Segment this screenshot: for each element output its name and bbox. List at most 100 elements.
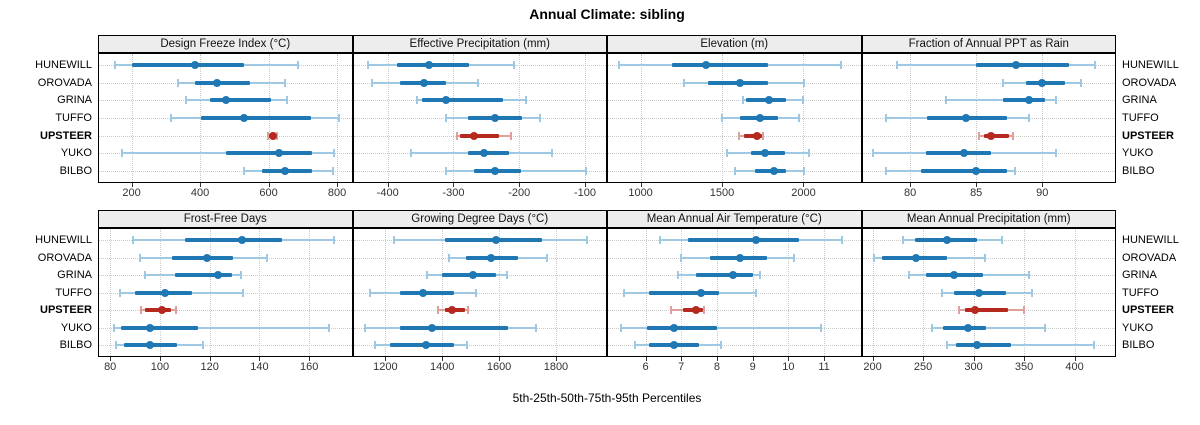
axis-tick — [131, 183, 133, 187]
axis-caption: 5th-25th-50th-75th-95th Percentiles — [512, 391, 702, 405]
median-dot — [490, 114, 499, 122]
axis-tick — [268, 183, 270, 187]
percentile-bar-25-75 — [956, 343, 1011, 347]
range-cap-5th — [721, 114, 724, 122]
range-cap-95th — [1079, 78, 1082, 87]
site-label: YUKO — [1122, 321, 1154, 334]
axis-tick — [385, 357, 387, 361]
range-cap-95th — [801, 96, 804, 105]
panel-plot — [607, 228, 862, 357]
range-cap-5th — [131, 236, 134, 244]
tick-label: 90 — [1036, 187, 1049, 199]
percentile-bar-25-75 — [131, 63, 244, 67]
range-cap-95th — [1044, 323, 1047, 332]
site-label: YUKO — [60, 147, 92, 160]
range-cap-95th — [175, 306, 178, 314]
median-dot — [441, 96, 450, 105]
range-cap-5th — [725, 149, 728, 158]
percentile-bar-25-75 — [647, 325, 717, 330]
axis-tick — [309, 357, 311, 361]
range-cap-5th — [140, 306, 143, 314]
percentile-bar-25-75 — [920, 169, 1007, 173]
panel-title: Mean Annual Air Temperature (°C) — [646, 213, 822, 225]
range-cap-5th — [946, 341, 949, 349]
axis-tick — [337, 183, 339, 187]
median-dot — [428, 323, 437, 332]
panel-plot — [861, 228, 1116, 357]
gridline-horizontal — [99, 171, 352, 172]
tick-label: -100 — [573, 187, 596, 199]
median-dot — [729, 271, 737, 279]
range-cap-95th — [808, 149, 811, 158]
gridline-horizontal — [608, 310, 861, 311]
range-cap-95th — [328, 323, 331, 332]
range-cap-5th — [682, 78, 685, 87]
median-dot — [972, 341, 981, 349]
range-cap-95th — [1023, 306, 1026, 314]
range-cap-95th — [524, 96, 527, 105]
median-dot — [492, 236, 501, 244]
panel-plot — [98, 228, 353, 357]
gridline-horizontal — [99, 310, 352, 311]
axis-tick — [973, 357, 975, 361]
range-cap-5th — [1001, 78, 1004, 87]
percentile-bar-25-75 — [441, 273, 497, 277]
gridline-horizontal — [353, 82, 606, 84]
median-dot — [950, 271, 959, 279]
range-cap-95th — [1092, 341, 1095, 349]
tick-label: 9 — [749, 361, 756, 373]
tick-label: 600 — [259, 187, 278, 199]
site-label: HUNEWILL — [35, 59, 92, 71]
median-dot — [670, 341, 679, 349]
range-cap-5th — [941, 288, 944, 297]
range-cap-95th — [242, 288, 245, 297]
site-label: UPSTEER — [1122, 129, 1174, 142]
gridline-horizontal — [862, 257, 1115, 259]
axis-tick — [910, 183, 912, 187]
median-dot — [160, 288, 169, 297]
median-dot — [480, 149, 489, 158]
median-dot — [145, 323, 154, 332]
percentile-bar-25-75 — [121, 325, 199, 330]
range-cap-5th — [445, 114, 448, 122]
median-dot — [469, 271, 478, 279]
panel-header: Effective Precipitation (mm) — [352, 35, 607, 53]
site-label: GRINA — [57, 94, 92, 107]
axis-tick — [923, 357, 925, 361]
site-label: GRINA — [1122, 94, 1157, 107]
site-label: UPSTEER — [40, 304, 92, 316]
axis-tick — [584, 183, 586, 187]
median-dot — [281, 167, 290, 175]
tick-label: 1800 — [543, 361, 569, 373]
range-cap-95th — [505, 271, 508, 279]
panel-header: Fraction of Annual PPT as Rain — [861, 35, 1116, 53]
median-dot — [145, 341, 154, 349]
range-cap-95th — [284, 78, 287, 87]
site-label: TUFFO — [55, 112, 92, 124]
percentile-bar-25-75 — [695, 273, 753, 277]
range-cap-5th — [364, 323, 367, 332]
axis-tick — [681, 357, 683, 361]
percentile-bar-25-75 — [964, 308, 1008, 312]
tick-label: 80 — [104, 361, 117, 373]
tick-label: 400 — [1065, 361, 1084, 373]
axis-tick — [519, 183, 521, 187]
tick-label: 200 — [863, 361, 882, 373]
tick-label: 2000 — [791, 187, 816, 199]
range-cap-5th — [242, 167, 245, 175]
site-label: OROVADA — [1122, 76, 1177, 89]
panel-title: Design Freeze Index (°C) — [160, 38, 291, 50]
median-dot — [943, 236, 952, 244]
range-cap-95th — [512, 61, 515, 69]
median-dot — [963, 323, 972, 332]
panel-title: Effective Precipitation (mm) — [409, 38, 550, 50]
range-cap-95th — [758, 271, 761, 279]
percentile-bar-25-75 — [1002, 98, 1045, 103]
median-dot — [469, 131, 478, 140]
axis-tick — [788, 357, 790, 361]
range-cap-95th — [762, 131, 765, 140]
range-cap-5th — [676, 271, 679, 279]
site-label: BILBO — [1122, 165, 1155, 177]
median-dot — [736, 253, 745, 262]
